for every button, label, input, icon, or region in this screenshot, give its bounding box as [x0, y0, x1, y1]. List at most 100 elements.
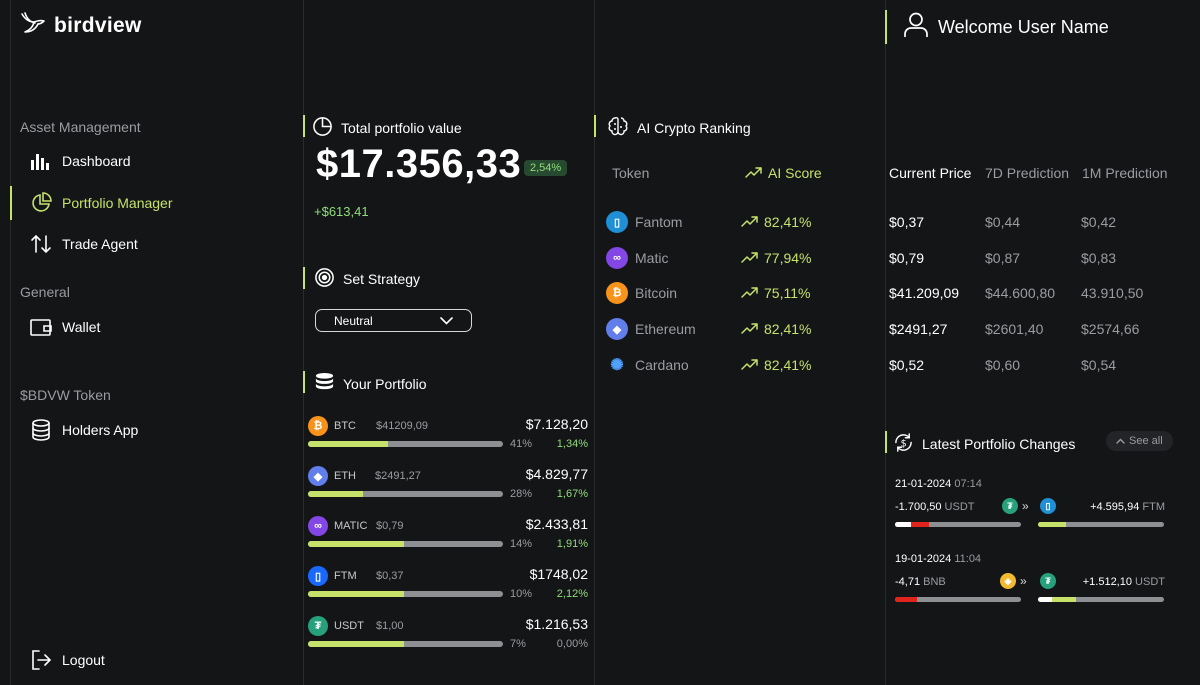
portfolio-row-usdt[interactable]: ₮ USDT $1,00 $1.216,53 7% 0,00%	[308, 612, 588, 658]
ai-score-value: 82,41%	[764, 321, 812, 337]
ranking-row-cardano[interactable]: ✺ Cardano 82,41% $0,52 $0,60 $0,54	[606, 352, 1176, 378]
logout-button[interactable]: Logout	[30, 649, 105, 671]
sidebar-item-dashboard[interactable]: Dashboard	[30, 150, 131, 172]
coin-icon: ✺	[610, 357, 624, 374]
portfolio-value-title: Total portfolio value	[341, 120, 462, 136]
brand-name: birdview	[54, 13, 142, 37]
ai-score: 82,41%	[741, 214, 811, 230]
bar-segment	[1038, 522, 1066, 527]
asset-price: $1,00	[376, 620, 404, 632]
from-bar	[895, 597, 1021, 602]
portfolio-row-ftm[interactable]: ▯ FTM $0,37 $1748,02 10% 2,12%	[308, 562, 588, 608]
sidebar-item-label: Wallet	[62, 319, 101, 335]
change-time: 07:14	[954, 478, 982, 490]
portfolio-change-amount: +$613,41	[314, 204, 369, 219]
portfolio-row-btc[interactable]: ₿ BTC $41209,09 $7.128,20 41% 1,34%	[308, 412, 588, 458]
asset-value: $7.128,20	[525, 416, 588, 432]
prediction-7d: $0,44	[985, 214, 1021, 230]
ai-score-value: 82,41%	[764, 214, 812, 230]
portfolio-row-matic[interactable]: ∞ MATIC $0,79 $2.433,81 14% 1,91%	[308, 512, 588, 558]
prediction-1m: 43.910,50	[1081, 285, 1144, 301]
to-amount: +1.512,10	[1082, 576, 1132, 588]
allocation-share: 28%	[510, 488, 533, 500]
ranking-row-matic[interactable]: ∞ Matic 77,94% $0,79 $0,87 $0,83	[606, 245, 1176, 271]
svg-text:$: $	[901, 438, 907, 449]
strategy-heading: Set Strategy	[314, 267, 420, 291]
change-datetime: 19-01-2024 11:04	[895, 553, 1165, 565]
trend-up-icon	[741, 321, 758, 337]
brand-logo[interactable]: birdview	[20, 12, 142, 39]
ranking-heading: AI Crypto Ranking	[607, 115, 751, 140]
column-header-ai-score-label: AI Score	[768, 165, 822, 181]
from-coin-icon: ◈	[1000, 573, 1016, 589]
prediction-1m: $0,54	[1081, 357, 1117, 373]
logout-label: Logout	[62, 652, 105, 668]
strategy-select[interactable]: Neutral	[315, 309, 472, 332]
token-name: Matic	[635, 250, 669, 266]
sidebar-item-holders-app[interactable]: Holders App	[30, 419, 138, 441]
asset-price: $2491,27	[375, 470, 421, 482]
ranking-row-ethereum[interactable]: ◆ Ethereum 82,41% $2491,27 $2601,40 $2574,66	[606, 316, 1176, 342]
section-label-token: $BDVW Token	[20, 387, 111, 403]
user-icon	[904, 12, 928, 43]
from-coin-icon: ₮	[1002, 498, 1018, 514]
portfolio-change-item[interactable]: 19-01-2024 11:04 -4,71 BNB ◈ » ₮ +1.512,10 US…	[895, 553, 1165, 602]
prediction-7d: $0,60	[985, 357, 1021, 373]
asset-value: $4.829,77	[525, 466, 588, 482]
prediction-7d: $2601,40	[985, 321, 1044, 337]
asset-price: $0,37	[376, 570, 404, 582]
allocation-share: 10%	[510, 588, 533, 600]
bar-chart-icon	[30, 150, 52, 172]
see-all-button[interactable]: See all	[1106, 431, 1173, 451]
from-amount: -1.700,50	[895, 501, 942, 513]
coin-icon: ₿	[308, 416, 328, 436]
portfolio-change-item[interactable]: 21-01-2024 07:14 -1.700,50 USDT ₮ » ▯ +4.595,…	[895, 478, 1165, 527]
portfolio-value-heading: Total portfolio value	[312, 116, 462, 140]
asset-change: 1,67%	[556, 488, 588, 500]
bar-segment	[895, 522, 911, 527]
sidebar-item-trade-agent[interactable]: Trade Agent	[30, 233, 138, 255]
sidebar-item-portfolio-manager[interactable]: Portfolio Manager	[30, 192, 173, 214]
trend-up-icon	[745, 165, 762, 181]
asset-symbol: MATIC	[334, 520, 368, 532]
sidebar-item-label: Dashboard	[62, 153, 131, 169]
asset-symbol: USDT	[334, 620, 364, 632]
from-bar	[895, 522, 1021, 527]
bird-logo-icon	[20, 12, 46, 39]
allocation-share: 14%	[510, 538, 533, 550]
coin-icon: ∞	[308, 516, 328, 536]
asset-value: $2.433,81	[525, 516, 588, 532]
allocation-bar-fill	[308, 441, 388, 447]
coin-icon: ₮	[308, 616, 328, 636]
current-price: $41.209,09	[889, 285, 960, 301]
from-unit: BNB	[923, 576, 946, 588]
portfolio-row-eth[interactable]: ◆ ETH $2491,27 $4.829,77 28% 1,67%	[308, 462, 588, 508]
sidebar-item-wallet[interactable]: Wallet	[30, 316, 100, 338]
allocation-bar-fill	[308, 541, 404, 547]
trend-up-icon	[741, 285, 758, 301]
allocation-bar-fill	[308, 591, 404, 597]
coin-icon: ▯	[308, 566, 328, 586]
column-header-ai-score[interactable]: AI Score	[745, 165, 822, 181]
asset-price: $41209,09	[376, 420, 428, 432]
allocation-bar	[308, 541, 503, 547]
see-all-label: See all	[1129, 435, 1163, 447]
to-bar	[1038, 597, 1164, 602]
chevron-up-icon	[1116, 435, 1125, 447]
ranking-row-bitcoin[interactable]: ₿ Bitcoin 75,11% $41.209,09 $44.600,80 43.910…	[606, 280, 1176, 306]
user-welcome[interactable]: Welcome User Name	[904, 12, 1109, 43]
double-chevron-right-icon: »	[1022, 499, 1029, 513]
prediction-1m: $2574,66	[1081, 321, 1140, 337]
trend-up-icon	[741, 214, 758, 230]
to-coin-icon: ₮	[1040, 573, 1056, 589]
ai-score: 82,41%	[741, 321, 811, 337]
asset-value: $1.216,53	[525, 616, 588, 632]
ranking-row-fantom[interactable]: ▯ Fantom 82,41% $0,37 $0,44 $0,42	[606, 209, 1176, 235]
column-header-7d-prediction: 7D Prediction	[985, 165, 1070, 181]
sidebar-item-label: Holders App	[62, 422, 139, 438]
coins-stack-icon	[314, 372, 335, 396]
ai-score: 77,94%	[741, 250, 811, 266]
asset-value: $1748,02	[529, 566, 588, 582]
sidebar-item-label: Trade Agent	[62, 236, 138, 252]
welcome-text: Welcome User Name	[938, 17, 1109, 37]
